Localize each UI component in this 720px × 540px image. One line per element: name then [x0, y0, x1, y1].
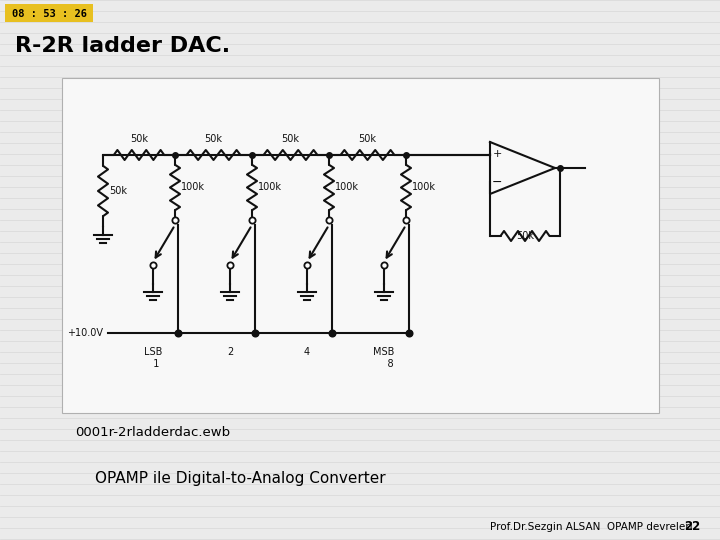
Text: R-2R ladder DAC.: R-2R ladder DAC. — [15, 36, 230, 56]
Text: +10.0V: +10.0V — [67, 328, 103, 338]
Text: 50k: 50k — [282, 134, 300, 144]
Text: 100k: 100k — [181, 183, 205, 192]
Text: 2: 2 — [227, 347, 233, 357]
Text: OPAMP ile Digital-to-Analog Converter: OPAMP ile Digital-to-Analog Converter — [95, 470, 386, 485]
Text: MSB
    8: MSB 8 — [373, 347, 395, 369]
FancyBboxPatch shape — [5, 4, 93, 22]
Text: 100k: 100k — [335, 183, 359, 192]
Text: 4: 4 — [304, 347, 310, 357]
Text: LSB
  1: LSB 1 — [144, 347, 162, 369]
Text: 50k: 50k — [359, 134, 377, 144]
Text: Prof.Dr.Sezgin ALSAN  OPAMP devreleri: Prof.Dr.Sezgin ALSAN OPAMP devreleri — [490, 522, 693, 532]
FancyBboxPatch shape — [62, 78, 659, 413]
Text: 08 : 53 : 26: 08 : 53 : 26 — [12, 9, 86, 19]
Text: +: + — [492, 149, 502, 159]
Text: 100k: 100k — [412, 183, 436, 192]
Text: 100k: 100k — [258, 183, 282, 192]
Text: −: − — [492, 176, 503, 188]
Text: 22: 22 — [684, 521, 700, 534]
Text: 0001r-2rladderdac.ewb: 0001r-2rladderdac.ewb — [75, 426, 230, 438]
Text: 50k: 50k — [109, 186, 127, 196]
Text: 50k: 50k — [516, 231, 534, 241]
Text: 50k: 50k — [130, 134, 148, 144]
Text: 50k: 50k — [204, 134, 222, 144]
